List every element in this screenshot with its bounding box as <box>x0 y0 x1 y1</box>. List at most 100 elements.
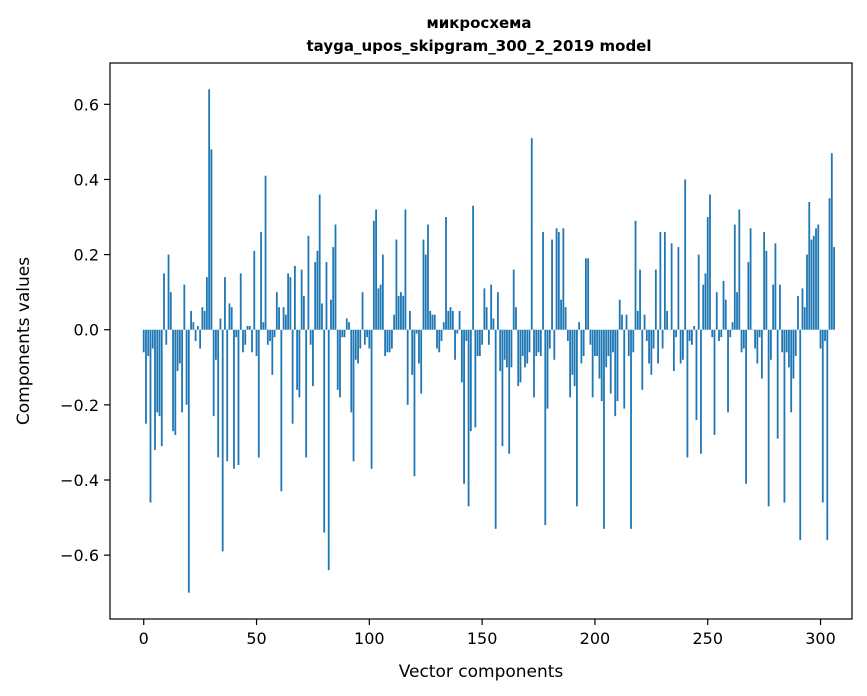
bar-129 <box>433 314 436 330</box>
bar-114 <box>400 292 402 330</box>
bar-122 <box>418 329 420 364</box>
bar-200 <box>594 329 596 357</box>
bar-163 <box>510 329 513 368</box>
bar-22 <box>192 322 195 330</box>
bar-31 <box>212 329 215 417</box>
bar-119 <box>411 329 414 375</box>
bar-113 <box>397 295 400 330</box>
bar-36 <box>224 277 226 330</box>
bar-52 <box>260 232 262 330</box>
bar-286 <box>788 329 790 368</box>
bar-201 <box>596 329 599 357</box>
bar-176 <box>539 329 542 357</box>
bar-219 <box>636 310 639 330</box>
bar-289 <box>794 329 797 357</box>
bar-42 <box>237 329 240 465</box>
bar-44 <box>242 329 244 353</box>
bar-146 <box>472 205 474 330</box>
bar-32 <box>215 329 217 360</box>
bar-273 <box>758 329 761 338</box>
bar-249 <box>704 273 707 330</box>
bar-26 <box>201 307 204 330</box>
bar-127 <box>429 310 432 330</box>
bar-281 <box>776 329 779 439</box>
bar-120 <box>413 329 416 477</box>
bar-215 <box>627 329 630 357</box>
bar-255 <box>718 329 720 341</box>
bar-302 <box>824 329 826 341</box>
bar-297 <box>812 235 815 330</box>
bar-258 <box>724 299 727 330</box>
x-tick-label: 200 <box>580 629 611 648</box>
bar-123 <box>420 329 423 394</box>
bar-60 <box>278 307 280 330</box>
bar-246 <box>697 254 700 330</box>
bar-203 <box>600 329 603 402</box>
bar-188 <box>566 329 569 341</box>
bar-69 <box>298 329 301 398</box>
bar-239 <box>682 329 684 360</box>
bar-78 <box>318 194 321 330</box>
bar-13 <box>172 329 174 432</box>
bar-142 <box>463 329 465 484</box>
bar-208 <box>612 329 614 353</box>
bar-68 <box>296 329 299 390</box>
bar-274 <box>760 329 763 379</box>
bar-217 <box>632 329 635 353</box>
bar-175 <box>537 329 540 353</box>
bar-240 <box>684 179 687 330</box>
bar-211 <box>618 299 621 330</box>
bar-269 <box>749 228 752 330</box>
bar-174 <box>535 329 538 357</box>
bar-285 <box>785 329 788 353</box>
bar-85 <box>334 224 337 330</box>
bar-34 <box>219 318 222 330</box>
bar-1 <box>145 329 147 424</box>
x-tick-label: 100 <box>354 629 385 648</box>
bar-104 <box>377 288 380 330</box>
bar-209 <box>614 329 617 417</box>
bar-205 <box>605 329 608 368</box>
bar-130 <box>436 329 438 349</box>
bar-282 <box>779 284 781 330</box>
bar-58 <box>273 329 276 338</box>
bar-158 <box>499 329 502 372</box>
bar-291 <box>799 329 802 541</box>
bar-279 <box>772 284 775 330</box>
bar-218 <box>634 220 637 330</box>
bar-126 <box>427 224 429 330</box>
bar-19 <box>185 329 188 405</box>
bar-185 <box>560 299 562 330</box>
y-tick-label: 0.2 <box>74 246 99 265</box>
bar-250 <box>706 217 709 330</box>
x-axis-label: Vector components <box>399 662 564 682</box>
bar-131 <box>438 329 441 353</box>
bar-153 <box>487 329 490 345</box>
bar-88 <box>341 329 344 338</box>
bar-144 <box>467 329 470 507</box>
bar-206 <box>607 329 610 357</box>
bar-27 <box>203 310 206 330</box>
bar-83 <box>330 299 332 330</box>
bar-169 <box>524 329 526 368</box>
bar-133 <box>442 322 445 330</box>
bar-199 <box>591 329 594 398</box>
bar-277 <box>767 329 770 507</box>
y-tick-label: −0.4 <box>60 471 99 490</box>
y-tick-label: −0.2 <box>60 396 99 415</box>
bar-125 <box>424 254 427 330</box>
bar-95 <box>357 329 359 364</box>
bar-306 <box>833 247 835 330</box>
bar-6 <box>156 329 159 413</box>
bar-140 <box>458 310 461 330</box>
bar-75 <box>312 329 314 387</box>
bar-56 <box>269 329 271 341</box>
chart-title-line-2: tayga_upos_skipgram_300_2_2019 model <box>307 37 652 55</box>
bar-59 <box>275 292 278 330</box>
bar-296 <box>810 239 813 330</box>
bar-194 <box>580 329 583 364</box>
bar-156 <box>494 329 497 529</box>
bar-143 <box>465 329 468 341</box>
